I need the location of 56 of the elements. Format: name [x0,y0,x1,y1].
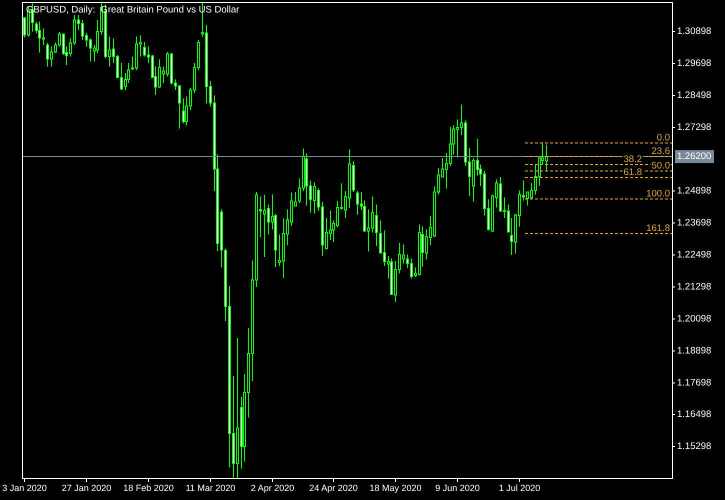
x-tick-label: 1 Jul 2020 [498,483,540,493]
candlestick [356,190,359,216]
y-tick-label: 1.23698 [677,218,712,229]
y-tick-label: 1.22498 [677,250,712,261]
annotation: 50.0 [652,160,670,172]
candlestick [178,84,181,129]
y-tick-label: 1.15298 [677,441,712,452]
candlestick [42,28,45,46]
candlestick [371,196,374,234]
annotation: 61.8 [624,167,642,178]
candlestick [375,204,378,246]
x-tick-label: 27 Jan 2020 [62,483,112,493]
candlestick [545,144,548,172]
x-tick-label: 9 Jun 2020 [435,483,480,493]
x-tick-label: 24 Apr 2020 [309,483,358,493]
y-tick-label: 1.28498 [677,90,712,101]
candlestick [89,38,92,62]
candlestick [410,258,413,279]
y-tick-label: 1.29698 [677,58,712,70]
x-tick-label: 2 Apr 2020 [250,483,294,493]
candlestick [278,234,281,266]
annotation: 23.6 [652,146,670,157]
annotation: 0.0 [656,132,670,144]
candlestick [267,204,270,236]
candlestick [456,119,459,158]
x-tick-label: 18 May 2020 [369,483,422,493]
y-tick-label: 1.30898 [677,26,712,38]
candlestick [383,230,386,266]
x-tick-label: 11 Mar 2020 [186,483,236,493]
candlestick [50,46,53,67]
y-tick-label: 1.20098 [677,313,712,324]
candlestick [263,194,266,258]
candlestick [526,191,529,206]
candlestick [38,21,41,54]
y-tick-label: 1.16498 [677,409,712,420]
x-tick-label: 18 Feb 2020 [123,483,174,493]
candlestick [143,41,146,58]
annotation: 161.8 [646,222,670,234]
candlestick [425,228,428,260]
candlestick [367,209,370,252]
candlestick [336,200,339,228]
candlestick [46,42,49,67]
candlestick [449,126,452,167]
annotation: 100.0 [646,188,670,200]
annotation: 38.2 [624,154,642,165]
y-tick-label: 1.27298 [677,122,712,133]
x-tick-label: 3 Jan 2020 [2,483,47,493]
candlestick [81,19,84,40]
candlestick [182,98,185,124]
y-tick-label: 1.18898 [677,345,712,356]
y-tick-label: 1.17698 [677,377,712,388]
candlestick [313,182,316,214]
y-tick-label: 1.24898 [677,186,712,197]
y-tick-label: 1.21298 [677,282,712,293]
ref-line-label: 1.26200 [677,151,712,162]
candlestick [158,59,161,89]
